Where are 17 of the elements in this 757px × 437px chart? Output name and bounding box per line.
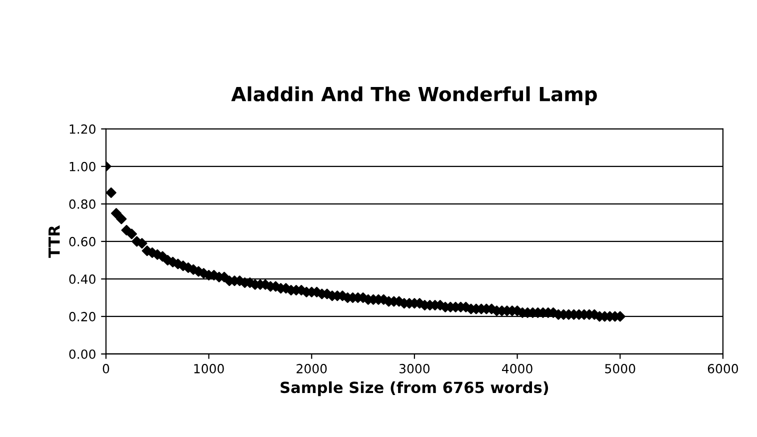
y-tick-label: 0.80 (69, 199, 96, 209)
x-tick-label: 0 (102, 364, 110, 374)
y-axis-title: TTR (48, 225, 60, 258)
x-tick-label: 3000 (400, 364, 430, 374)
chart-title: Aladdin And The Wonderful Lamp (231, 86, 597, 106)
y-tick-label: 1.20 (70, 124, 96, 134)
x-tick-label: 6000 (708, 364, 738, 374)
y-tick-label: 0.40 (69, 274, 96, 284)
x-tick-label: 2000 (296, 364, 327, 374)
y-tick-label: 1.00 (70, 162, 96, 172)
y-tick-label: 0.60 (69, 236, 96, 246)
y-tick-label: 0.20 (69, 312, 96, 322)
x-tick-label: 5000 (605, 364, 636, 374)
y-tick-label: 0.00 (69, 349, 96, 359)
x-axis-title: Sample Size (from 6765 words) (280, 381, 548, 396)
x-tick-label: 4000 (502, 364, 532, 374)
x-tick-label: 1000 (194, 364, 224, 374)
